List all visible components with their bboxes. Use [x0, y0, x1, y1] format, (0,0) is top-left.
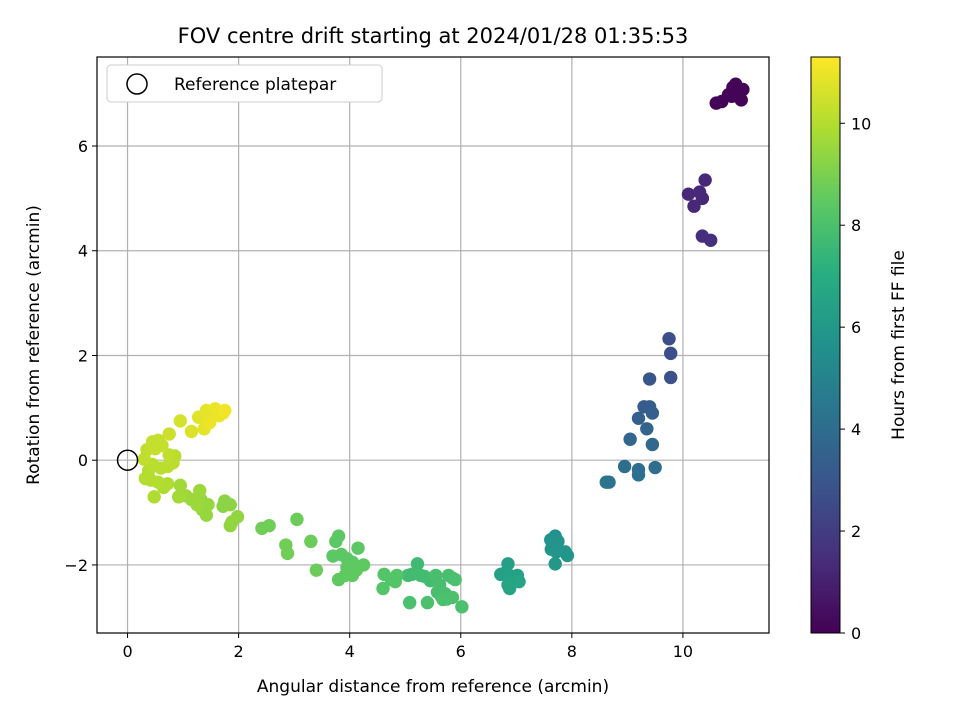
data-point: [687, 199, 701, 213]
data-point: [617, 459, 632, 474]
colorbar-tick-label: 4: [851, 420, 861, 439]
data-point: [436, 592, 450, 607]
data-point: [736, 82, 750, 97]
data-point: [304, 534, 318, 549]
data-point: [663, 346, 678, 361]
data-point: [218, 403, 232, 418]
x-tick-label: 6: [456, 642, 466, 661]
y-tick-label: 6: [78, 137, 88, 156]
x-axis-title: Angular distance from reference (arcmin): [257, 677, 609, 697]
data-point: [309, 563, 324, 577]
colorbar-tick-label: 2: [851, 522, 861, 541]
colorbar-title: Hours from first FF file: [889, 250, 909, 440]
data-point: [703, 233, 718, 247]
x-axis-ticks: 0 2 4 6 8 10: [122, 633, 693, 661]
data-point: [663, 370, 678, 385]
grid-lines: [97, 57, 769, 633]
colorbar-tick-label: 8: [851, 216, 861, 235]
colorbar: 0 2 4 6 8 10 Hours from first FF file: [810, 56, 909, 643]
data-point: [548, 557, 562, 571]
colorbar-tick-label: 10: [851, 114, 871, 133]
data-point: [173, 414, 188, 428]
data-point: [329, 534, 343, 549]
data-point: [631, 468, 646, 482]
data-point: [331, 572, 346, 587]
y-tick-label: 4: [78, 242, 88, 261]
y-tick-label: −2: [64, 556, 88, 575]
data-point: [388, 574, 402, 589]
data-point: [223, 518, 237, 533]
y-tick-label: 0: [78, 451, 88, 470]
data-point: [642, 372, 657, 386]
data-point: [681, 187, 696, 201]
data-points: [137, 77, 750, 614]
colorbar-tick-label: 0: [851, 624, 861, 643]
data-point: [648, 460, 662, 475]
data-point: [602, 475, 616, 489]
data-point: [410, 557, 425, 571]
data-point: [698, 173, 712, 187]
data-point: [147, 490, 161, 504]
data-point: [162, 427, 176, 441]
data-point: [725, 89, 739, 103]
data-point: [290, 512, 304, 527]
data-point: [351, 541, 365, 555]
data-point: [280, 546, 295, 561]
data-point: [203, 415, 217, 430]
data-point: [255, 521, 269, 535]
x-tick-label: 0: [122, 642, 132, 661]
plot-frame: [96, 56, 770, 634]
data-point: [560, 548, 575, 563]
colorbar-tick-label: 6: [851, 318, 861, 337]
data-point: [145, 435, 160, 449]
colorbar-ticks: 0 2 4 6 8 10: [840, 114, 871, 643]
legend-box: [106, 64, 383, 103]
data-point: [448, 572, 462, 587]
data-point: [376, 581, 390, 596]
data-point: [623, 432, 637, 446]
data-point: [631, 411, 646, 426]
chart-title: FOV centre drift starting at 2024/01/28 …: [178, 24, 689, 48]
data-point: [695, 191, 710, 206]
y-tick-label: 2: [78, 346, 88, 365]
data-point: [171, 490, 186, 504]
x-tick-label: 4: [345, 642, 355, 661]
colorbar-gradient: [810, 56, 841, 634]
data-point: [640, 422, 654, 436]
legend-open-circle-icon: [126, 73, 148, 95]
legend: Reference platepar: [106, 64, 383, 103]
data-point: [216, 499, 230, 513]
data-point: [193, 483, 207, 498]
data-point: [162, 448, 176, 462]
x-tick-label: 8: [567, 642, 577, 661]
y-axis-title: Rotation from reference (arcmin): [24, 205, 44, 485]
legend-entry-reference-platepar: Reference platepar: [174, 75, 336, 95]
data-point: [173, 478, 188, 493]
x-tick-label: 10: [673, 642, 693, 661]
reference-platepar-marker: [116, 449, 139, 471]
data-point: [645, 437, 660, 452]
data-point: [512, 574, 526, 589]
data-point: [645, 406, 660, 420]
data-point: [502, 581, 517, 596]
data-point: [402, 595, 417, 610]
data-point: [184, 424, 199, 439]
data-point: [420, 595, 435, 610]
data-point: [401, 568, 415, 583]
data-point: [662, 332, 676, 346]
y-axis-ticks: −2 0 2 4 6: [64, 137, 97, 575]
x-tick-label: 2: [234, 642, 244, 661]
data-point: [455, 600, 469, 614]
